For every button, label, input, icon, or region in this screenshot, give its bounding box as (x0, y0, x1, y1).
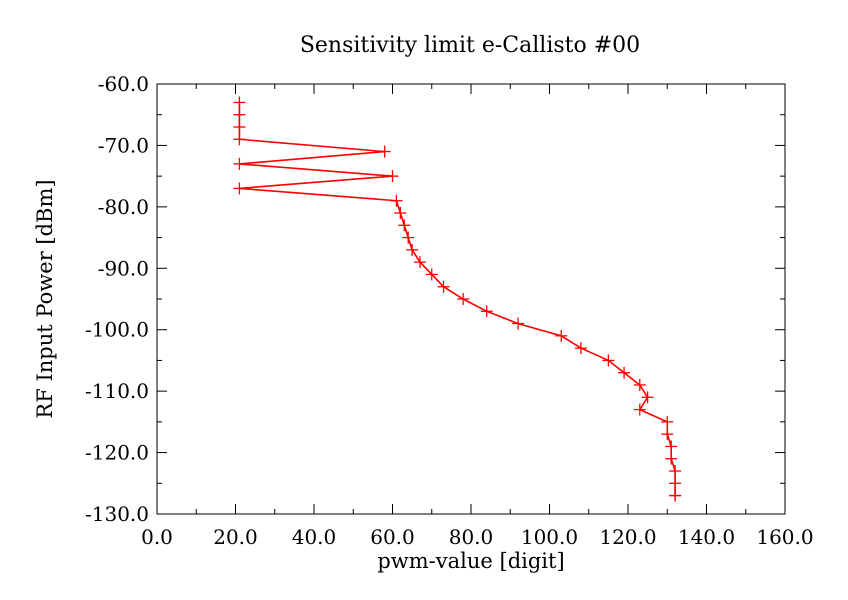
data-point (512, 317, 525, 330)
y-tick-label: -60.0 (98, 72, 149, 96)
data-point (402, 231, 415, 244)
x-tick-label: 40.0 (292, 525, 337, 549)
data-point (661, 428, 674, 441)
series-group (233, 96, 682, 502)
tick-labels: 0.0 20.0 40.0 60.0 80.0 100.0 120.0 140.0 160.0 -… (85, 72, 814, 549)
plot-frame (156, 83, 786, 515)
data-point (618, 366, 631, 379)
data-point (602, 354, 615, 367)
data-point (233, 108, 246, 121)
data-point (233, 133, 246, 146)
data-point (413, 256, 426, 269)
x-tick-label: 160.0 (756, 525, 813, 549)
data-point (233, 96, 246, 109)
data-point (394, 207, 407, 219)
data-point (555, 329, 568, 342)
data-point (661, 415, 674, 428)
x-tick-label: 120.0 (599, 525, 656, 549)
data-point (390, 194, 403, 207)
data-point (641, 391, 654, 404)
data-point (406, 243, 419, 256)
axis-ticks (156, 83, 786, 515)
x-tick-label: 20.0 (213, 525, 258, 549)
data-point (633, 379, 646, 391)
data-point (233, 121, 246, 133)
data-point (457, 293, 470, 305)
x-tick-label: 80.0 (449, 525, 494, 549)
data-point (233, 182, 246, 195)
y-tick-label: -70.0 (98, 133, 149, 157)
chart-title: Sensitivity limit e-Callisto #00 (300, 33, 640, 58)
data-point (669, 477, 682, 490)
data-point (386, 170, 399, 183)
data-point (480, 305, 493, 318)
data-point (665, 452, 678, 465)
x-tick-label: 0.0 (141, 525, 173, 549)
data-point (633, 403, 646, 416)
y-tick-label: -90.0 (98, 256, 149, 280)
x-axis-label: pwm-value [digit] (377, 549, 564, 573)
y-tick-label: -120.0 (85, 441, 149, 465)
data-point (669, 489, 682, 502)
data-point (233, 157, 246, 170)
x-tick-label: 60.0 (370, 525, 415, 549)
data-point (665, 440, 678, 453)
y-tick-label: -110.0 (85, 379, 149, 403)
y-tick-label: -80.0 (98, 195, 149, 219)
y-tick-label: -100.0 (85, 318, 149, 342)
data-point (378, 145, 391, 158)
y-tick-label: -130.0 (85, 502, 149, 526)
data-point (437, 280, 450, 293)
data-point (669, 465, 682, 477)
x-tick-label: 140.0 (678, 525, 735, 549)
y-axis-label: RF Input Power [dBm] (33, 179, 57, 418)
x-tick-label: 100.0 (521, 525, 578, 549)
data-point (398, 219, 411, 232)
data-point (574, 342, 587, 355)
data-point (425, 268, 438, 281)
